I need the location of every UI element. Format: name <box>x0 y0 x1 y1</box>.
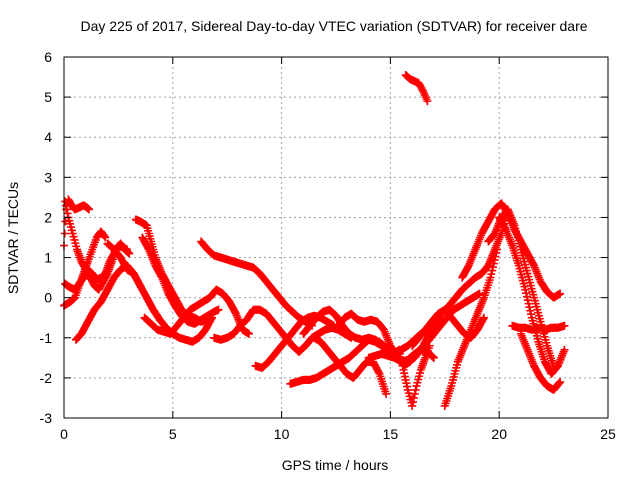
data-point-marker <box>408 401 417 410</box>
y-tick-label: 0 <box>44 290 52 306</box>
data-point-marker <box>479 315 488 324</box>
y-tick-label: -3 <box>40 410 53 426</box>
data-point-marker <box>527 310 536 319</box>
chart-title: Day 225 of 2017, Sidereal Day-to-day VTE… <box>80 18 587 34</box>
data-point-marker <box>522 289 531 298</box>
data-point-marker <box>486 273 495 282</box>
data-point-marker <box>61 217 70 226</box>
series-arc-27 <box>516 329 565 394</box>
series-arc-15 <box>310 333 391 398</box>
series-arc-16 <box>334 309 401 362</box>
series-arc-4 <box>61 197 134 294</box>
data-point-marker <box>61 201 70 210</box>
data-point-marker <box>492 249 501 258</box>
data-point-marker <box>429 353 438 362</box>
plot-frame <box>63 56 609 419</box>
data-point-marker <box>556 289 565 298</box>
data-point-marker <box>144 244 153 253</box>
data-point-marker <box>374 368 383 377</box>
data-point-marker <box>411 385 420 394</box>
y-tick-label: -1 <box>40 330 53 346</box>
series-arc-12 <box>251 311 338 372</box>
data-point-marker <box>63 209 72 218</box>
data-point-marker <box>101 233 110 242</box>
y-tick-label: 1 <box>44 250 52 266</box>
data-point-marker <box>463 263 472 272</box>
series-arc-26 <box>508 321 569 334</box>
data-point-marker <box>60 229 69 238</box>
data-point-marker <box>521 285 530 294</box>
data-point-marker <box>560 321 569 330</box>
data-point-marker <box>479 313 488 322</box>
data-point-marker <box>395 349 404 358</box>
data-point-marker <box>102 271 111 280</box>
y-tick-label: -2 <box>40 370 53 386</box>
y-tick-label: 5 <box>44 89 52 105</box>
data-point-marker <box>560 345 569 354</box>
data-point-marker <box>529 260 538 269</box>
data-point-marker <box>61 197 70 206</box>
data-point-marker <box>526 306 535 315</box>
data-point-marker <box>395 345 404 354</box>
data-point-marker <box>231 308 240 317</box>
data-point-marker <box>523 296 532 305</box>
data-point-marker <box>555 378 564 387</box>
x-tick-label: 25 <box>600 426 616 442</box>
x-tick-label: 5 <box>169 426 177 442</box>
data-point-marker <box>100 232 109 241</box>
data-point-marker <box>525 303 534 312</box>
data-point-marker <box>491 252 500 261</box>
data-point-marker <box>69 295 78 304</box>
series-arc-23 <box>458 199 565 302</box>
data-point-marker <box>244 329 253 338</box>
data-point-marker <box>396 353 405 362</box>
y-tick-label: 6 <box>44 49 52 65</box>
data-point-marker <box>493 245 502 254</box>
data-point-marker <box>157 272 166 281</box>
data-points <box>60 71 569 410</box>
data-point-marker <box>125 249 134 258</box>
x-tick-label: 10 <box>274 426 290 442</box>
data-point-marker <box>500 223 509 232</box>
data-point-marker <box>423 97 432 106</box>
data-point-marker <box>85 205 94 214</box>
x-tick-label: 20 <box>491 426 507 442</box>
grid <box>64 57 608 418</box>
data-point-marker <box>488 266 497 275</box>
axis-ticks: 0 5 10 15 20 25 -3 -2 -1 0 1 2 3 4 5 6 <box>40 49 616 442</box>
data-point-marker <box>487 270 496 279</box>
data-point-marker <box>382 389 391 398</box>
y-tick-label: 3 <box>44 169 52 185</box>
series-arc-25 <box>495 213 569 378</box>
x-tick-label: 0 <box>60 426 68 442</box>
data-point-marker <box>489 259 498 268</box>
data-point-marker <box>556 377 565 386</box>
data-point-marker <box>214 305 223 314</box>
y-axis-label: SDTVAR / TECUs <box>5 182 21 294</box>
data-point-marker <box>409 397 418 406</box>
series-arc-22 <box>440 245 502 410</box>
series-arc-20 <box>401 71 432 106</box>
data-point-marker <box>418 85 427 94</box>
series-arc-3 <box>60 227 110 310</box>
data-point-marker <box>475 289 484 298</box>
data-point-marker <box>409 393 418 402</box>
x-tick-label: 15 <box>383 426 399 442</box>
x-axis-label: GPS time / hours <box>282 457 389 473</box>
data-point-marker <box>524 299 533 308</box>
data-point-marker <box>410 389 419 398</box>
data-point-marker <box>490 256 499 265</box>
y-tick-label: 2 <box>44 209 52 225</box>
y-tick-label: 4 <box>44 129 52 145</box>
series-arc-9 <box>140 285 253 338</box>
data-point-marker <box>522 292 531 301</box>
data-point-marker <box>488 263 497 272</box>
